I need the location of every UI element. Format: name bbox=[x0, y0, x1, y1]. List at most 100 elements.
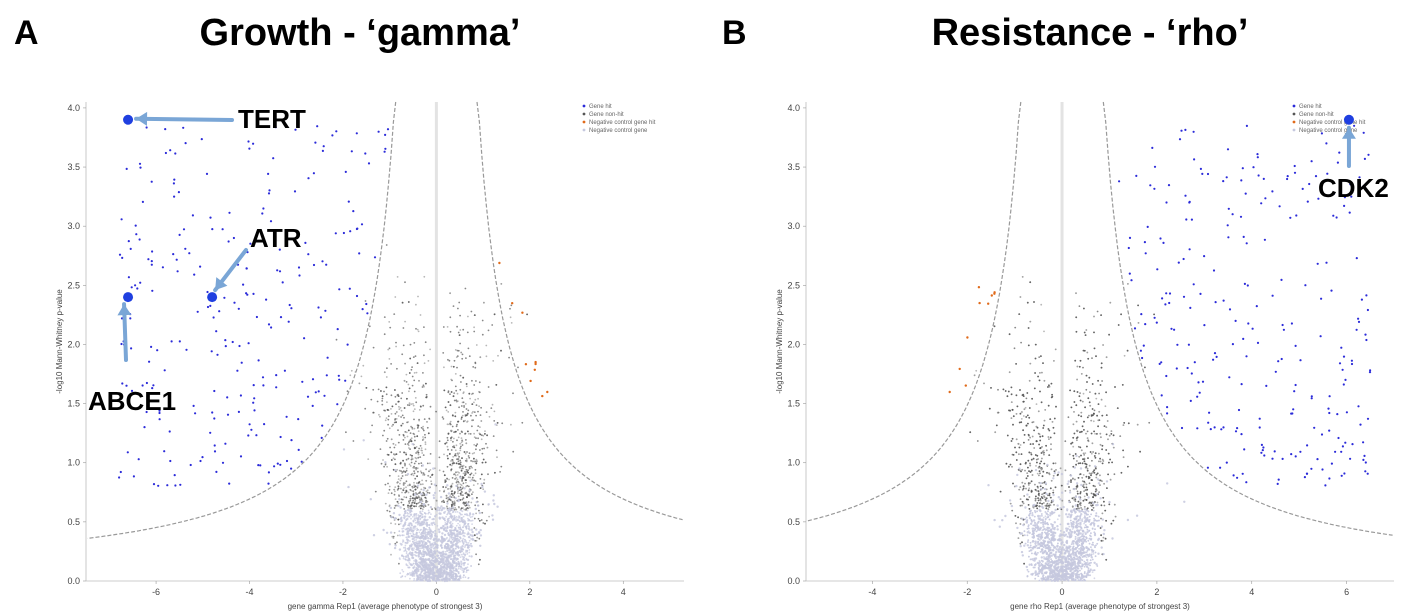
panel-a-xtick-label: -4 bbox=[246, 587, 254, 597]
panel-a-point bbox=[445, 486, 447, 489]
panel-a-point bbox=[487, 329, 490, 332]
panel-a-point bbox=[383, 316, 386, 318]
panel-b-point bbox=[1039, 472, 1041, 475]
panel-b-xtick-label: 6 bbox=[1344, 587, 1349, 597]
panel-b-point bbox=[1068, 525, 1071, 528]
panel-a-point bbox=[483, 447, 485, 450]
panel-b-point bbox=[1101, 380, 1103, 382]
panel-a-point bbox=[416, 328, 419, 331]
panel-a-point bbox=[459, 449, 462, 452]
panel-a-legend-marker bbox=[582, 104, 586, 108]
panel-a-point bbox=[477, 410, 479, 413]
panel-a-point bbox=[429, 453, 432, 455]
panel-a-point bbox=[457, 436, 460, 439]
panel-b-y-axis-label: -log10 Mann-Whitney p-value bbox=[775, 289, 784, 394]
panel-b-point bbox=[1091, 459, 1093, 462]
panel-a-point bbox=[468, 504, 470, 507]
panel-a-point bbox=[455, 389, 458, 392]
panel-a-point bbox=[382, 459, 384, 461]
panel-a-point bbox=[405, 550, 408, 553]
panel-a-x-axis-label: gene gamma Rep1 (average phenotype of st… bbox=[288, 602, 483, 611]
panel-a-point bbox=[450, 464, 453, 467]
panel-a-point bbox=[391, 425, 393, 427]
panel-a-point bbox=[397, 478, 400, 480]
panel-a-point bbox=[388, 427, 391, 430]
panel-b-point bbox=[1092, 420, 1095, 423]
panel-a-point bbox=[379, 415, 381, 418]
panel-a-point bbox=[508, 356, 510, 359]
panel-a-point bbox=[422, 372, 424, 374]
panel-a-point bbox=[435, 410, 437, 413]
panel-a-point bbox=[465, 481, 467, 484]
panel-a-point bbox=[415, 505, 417, 508]
panel-a-legend-marker bbox=[582, 128, 586, 132]
panel-a-point bbox=[404, 547, 407, 550]
panel-a-point bbox=[413, 418, 415, 421]
panel-a-point bbox=[421, 483, 424, 486]
panel-a-point bbox=[419, 314, 422, 316]
panel-a-point bbox=[420, 462, 423, 464]
panel-a-point bbox=[419, 456, 422, 458]
panel-a-point bbox=[408, 500, 410, 503]
panel-a-point bbox=[405, 431, 408, 434]
panel-a-point bbox=[460, 484, 463, 487]
panel-a-point bbox=[392, 535, 395, 538]
panel-a-point bbox=[427, 528, 429, 531]
panel-b-point bbox=[1013, 347, 1016, 350]
panel-a-point bbox=[454, 511, 457, 513]
panel-b-ytick-label: 1.0 bbox=[787, 458, 800, 468]
panel-a-ytick-label: 0.0 bbox=[67, 576, 80, 586]
panel-b-point bbox=[1046, 502, 1049, 505]
panel-a-point bbox=[470, 465, 472, 468]
panel-a-point bbox=[477, 437, 479, 440]
panel-a-point bbox=[394, 395, 397, 398]
panel-a-point bbox=[408, 390, 410, 393]
panel-a-point bbox=[411, 366, 413, 368]
panel-b-point bbox=[997, 388, 999, 391]
panel-a-legend-label: Gene hit bbox=[589, 104, 612, 110]
panel-a-xtick-label: 0 bbox=[434, 587, 439, 597]
panel-a-point bbox=[456, 325, 458, 328]
panel-a-ytick-label: 2.5 bbox=[67, 280, 80, 290]
panel-a-xtick-label: 2 bbox=[527, 587, 532, 597]
panel-a-point bbox=[419, 470, 422, 473]
panel-a-point bbox=[480, 434, 483, 437]
panel-a-point bbox=[449, 393, 451, 395]
panel-a-point bbox=[405, 381, 408, 383]
panel-a-point bbox=[417, 456, 420, 459]
panel-a-point bbox=[388, 488, 391, 491]
panel-a-point bbox=[407, 383, 410, 386]
panel-a-point bbox=[459, 442, 462, 445]
panel-a-point bbox=[387, 492, 390, 494]
panel-b-point bbox=[1093, 577, 1096, 580]
panel-a-point bbox=[453, 437, 455, 440]
panel-a-point bbox=[442, 470, 445, 473]
panel-b-legend-marker bbox=[1292, 112, 1296, 116]
panel-a-point bbox=[477, 563, 480, 566]
panel-a-point bbox=[450, 449, 453, 451]
panel-b-point bbox=[1083, 495, 1086, 498]
panel-b-point bbox=[1011, 509, 1014, 512]
panel-b-point bbox=[1071, 528, 1074, 530]
panel-a-ytick-label: 1.5 bbox=[67, 399, 80, 409]
panel-a-point bbox=[452, 460, 454, 463]
panel-a-point bbox=[362, 364, 365, 367]
panel-a-point bbox=[476, 443, 479, 446]
panel-a-legend-marker bbox=[582, 120, 586, 124]
panel-a-point bbox=[452, 440, 454, 443]
panel-a-point bbox=[415, 327, 417, 330]
panel-a-point bbox=[461, 465, 463, 468]
panel-a-point bbox=[460, 405, 463, 407]
panel-a-point bbox=[451, 459, 454, 461]
panel-a-point bbox=[405, 515, 407, 518]
panel-a-point bbox=[404, 474, 407, 477]
panel-a-point bbox=[405, 496, 408, 499]
panel-a-point bbox=[458, 455, 460, 458]
panel-b-ytick-label: 1.5 bbox=[787, 399, 800, 409]
panel-b-legend-marker bbox=[1292, 120, 1296, 124]
panel-a-point bbox=[464, 287, 467, 290]
panel-a-point bbox=[438, 456, 441, 459]
panel-a-point bbox=[455, 471, 457, 474]
panel-b-xtick-label: 0 bbox=[1060, 587, 1065, 597]
